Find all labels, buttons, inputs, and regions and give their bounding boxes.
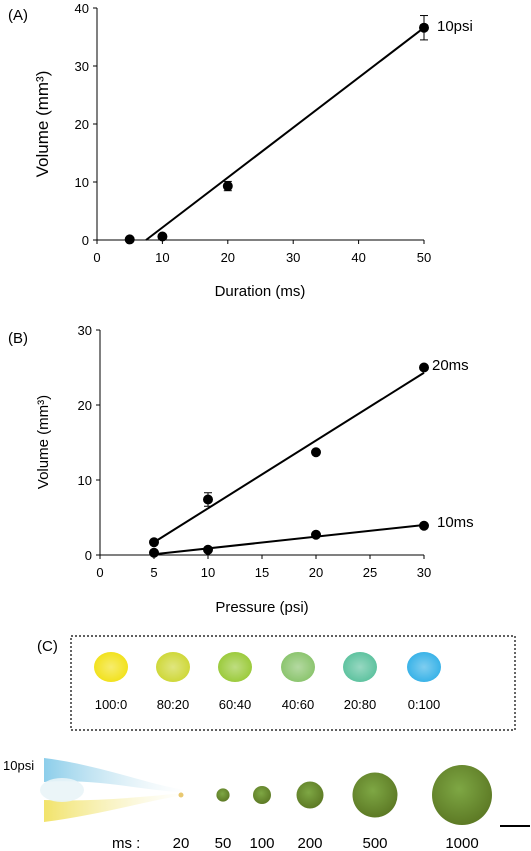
ratio-label: 60:40 [219, 697, 252, 712]
panel-b-x-axis-label: Pressure (psi) [215, 599, 308, 616]
data-point-10psi [419, 22, 429, 33]
x-tick-label: 30 [286, 250, 300, 265]
ratio-blob-highlight [156, 652, 190, 682]
pressure-label: 10psi [3, 758, 34, 773]
ratio-blob-highlight [281, 652, 315, 682]
data-point-20ms [419, 362, 429, 373]
data-point-10ms [203, 544, 213, 555]
fit-line-20ms [153, 371, 425, 544]
ratio-label: 0:100 [408, 697, 441, 712]
data-point-20ms [149, 537, 159, 548]
droplet [253, 786, 271, 804]
nozzle-stream [40, 758, 185, 822]
ratio-label: 100:0 [95, 697, 128, 712]
panel-a-x-axis-label: Duration (ms) [215, 283, 306, 300]
ratio-box [70, 635, 516, 731]
data-point-20ms [203, 494, 213, 505]
y-tick-label: 0 [85, 548, 92, 563]
data-point-10ms [419, 520, 429, 531]
x-tick-label: 0 [96, 565, 103, 580]
duration-label: 500 [362, 835, 387, 851]
fit-line-10psi [145, 26, 425, 241]
y-tick-label: 30 [78, 323, 92, 338]
ratio-blob-highlight [218, 652, 252, 682]
data-point-10ms [149, 547, 159, 558]
duration-label: 100 [249, 835, 274, 851]
y-tick-label: 40 [75, 1, 89, 16]
panel-a-y-axis-label: Volume (mm³) [33, 71, 52, 178]
x-tick-label: 20 [309, 565, 323, 580]
ratio-label: 40:60 [282, 697, 315, 712]
panel-c-images: (C) 100:0 80:20 60:40 40:60 20:80 0:100 10psi… [3, 635, 530, 851]
data-point-20ms [311, 447, 321, 458]
x-tick-label: 15 [255, 565, 269, 580]
ratio-blob-highlight [407, 652, 441, 682]
droplet [178, 792, 184, 798]
fit-line-10ms [153, 524, 425, 556]
data-point-10psi [124, 234, 135, 245]
panel-a-series-label-10psi: 10psi [437, 18, 473, 35]
droplet [432, 765, 492, 825]
panel-a-chart: (A) 0 10 20 30 40 50 0 10 20 30 40 Duration (ms) V… [8, 1, 473, 300]
y-tick-label: 10 [78, 473, 92, 488]
x-tick-label: 10 [155, 250, 169, 265]
panel-b-label: (B) [8, 330, 28, 347]
duration-label: 20 [173, 835, 190, 851]
x-tick-label: 40 [351, 250, 365, 265]
ratio-label: 20:80 [344, 697, 377, 712]
panel-b-y-axis-label: Volume (mm³) [35, 395, 52, 489]
x-tick-label: 30 [417, 565, 431, 580]
ratio-label: 80:20 [157, 697, 190, 712]
y-tick-label: 30 [75, 59, 89, 74]
x-tick-label: 10 [201, 565, 215, 580]
duration-label: 1000 [445, 835, 478, 851]
y-tick-label: 20 [78, 398, 92, 413]
data-point-10ms [311, 529, 321, 540]
droplet [296, 781, 324, 809]
x-tick-label: 0 [93, 250, 100, 265]
duration-label: 200 [297, 835, 322, 851]
y-tick-label: 0 [82, 233, 89, 248]
ratio-blob-highlight [94, 652, 128, 682]
ratio-blob-highlight [343, 652, 377, 682]
x-tick-label: 25 [363, 565, 377, 580]
data-point-10psi [157, 231, 168, 242]
duration-label: 50 [215, 835, 232, 851]
stream-blue [44, 758, 185, 792]
x-tick-label: 50 [417, 250, 431, 265]
droplet [352, 772, 398, 818]
ms-prefix-label: ms : [112, 835, 140, 851]
y-tick-label: 10 [75, 175, 89, 190]
panel-b-series-label-10ms: 10ms [437, 514, 474, 531]
data-point-10psi [222, 181, 233, 192]
y-tick-label: 20 [75, 117, 89, 132]
x-tick-label: 20 [221, 250, 235, 265]
panel-b-chart: (B) 0 5 10 15 20 25 30 0 10 20 30 Pressure (psi) V… [8, 323, 474, 616]
panel-c-label: (C) [37, 638, 58, 655]
stream-core [40, 778, 84, 802]
x-tick-label: 5 [150, 565, 157, 580]
stream-yellow [44, 793, 185, 822]
panel-b-series-label-20ms: 20ms [432, 357, 469, 374]
droplet [216, 788, 230, 802]
panel-a-label: (A) [8, 7, 28, 24]
